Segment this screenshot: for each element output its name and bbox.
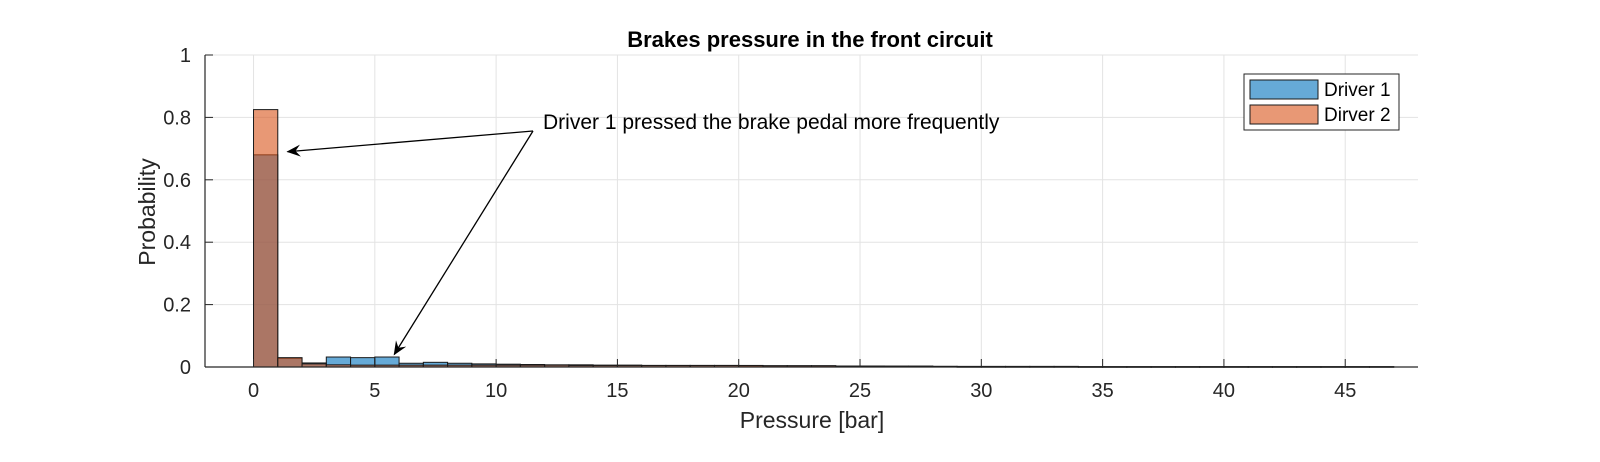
series-2 [253,109,1395,368]
x-tick-label: 5 [369,380,380,402]
axes [204,54,1418,368]
annotation-text: Driver 1 pressed the brake pedal more fr… [543,111,1000,134]
y-tick-label: 1 [180,45,191,67]
x-tick-label: 30 [970,380,992,402]
legend-label-driver-2: Dirver 2 [1324,105,1391,126]
annotation-arrow-2 [393,130,534,356]
tick-labels: 0 5 10 15 20 25 30 35 40 45 0 0.2 0.4 0.6 0.8 1 [163,45,1356,402]
x-tick-label: 35 [1091,380,1113,402]
y-tick-label: 0 [180,357,191,379]
y-tick-label: 0.2 [163,295,191,317]
annotation-arrow-1 [286,130,534,157]
legend-swatch-driver-1 [1249,79,1319,100]
chart-title: Brakes pressure in the front circuit [627,27,993,52]
histogram-bar [277,357,303,368]
annotation: Driver 1 pressed the brake pedal more fr… [286,111,1000,356]
bars [253,109,1395,368]
x-tick-label: 10 [485,380,507,402]
y-tick-label: 0.6 [163,170,191,192]
series-1 [253,154,1395,368]
x-tick-label: 15 [606,380,628,402]
x-tick-label: 0 [248,380,259,402]
y-tick-label: 0.8 [163,107,191,129]
grid [205,54,1418,368]
x-tick-label: 25 [849,380,871,402]
legend: Driver 1 Dirver 2 [1243,73,1400,131]
x-tick-label: 20 [728,380,750,402]
y-axis-label: Probability [134,158,160,266]
x-tick-label: 40 [1213,380,1235,402]
legend-label-driver-1: Driver 1 [1324,80,1391,101]
histogram-bar [253,109,279,368]
x-tick-label: 45 [1334,380,1356,402]
y-tick-label: 0.4 [163,232,191,254]
x-axis-label: Pressure [bar] [740,407,884,433]
legend-swatch-driver-2 [1249,104,1319,125]
